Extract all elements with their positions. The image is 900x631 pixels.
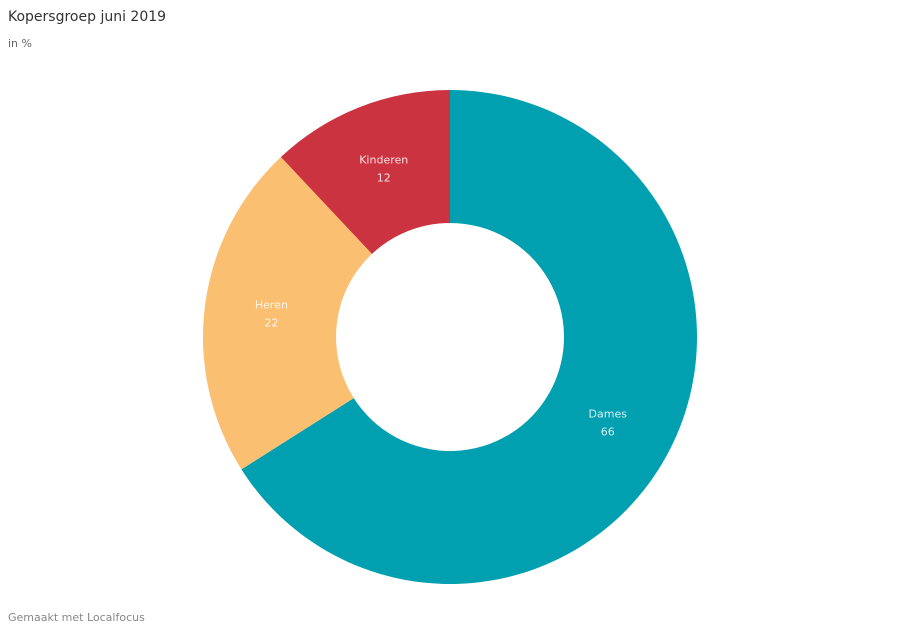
slice-label: Heren <box>255 298 288 311</box>
slice-label: Dames <box>589 408 628 421</box>
slice-value: 66 <box>601 426 615 439</box>
chart-title: Kopersgroep juni 2019 <box>8 9 166 25</box>
slice-value: 12 <box>377 172 391 185</box>
donut-slice <box>280 90 450 254</box>
slice-label: Kinderen <box>359 154 408 167</box>
donut-slice <box>203 156 372 470</box>
chart-subtitle: in % <box>8 37 32 50</box>
slice-value: 22 <box>264 316 278 329</box>
donut-slice <box>241 90 698 584</box>
footer: Gemaakt met Localfocus <box>8 611 145 624</box>
